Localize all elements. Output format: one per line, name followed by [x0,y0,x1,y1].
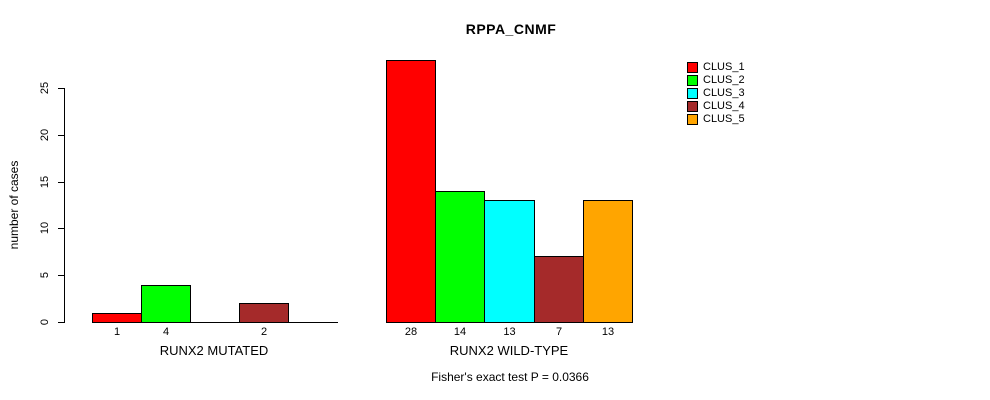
legend-item-label: CLUS_1 [703,61,745,73]
bar-value-label-runx2-mutated-clus-1: 1 [113,326,121,338]
y-axis-tick-label: 0 [39,318,51,326]
y-axis-tick-label: 10 [39,221,51,235]
y-axis-tick [58,322,64,323]
y-axis-tick [58,88,64,89]
bar-runx2-wild-type-clus-4 [534,256,584,323]
x-axis-baseline-runx2-mutated [92,322,338,323]
bar-value-label-runx2-wild-type-clus-1: 28 [404,326,418,338]
legend-item-clus-3: CLUS_3 [687,87,745,100]
bar-runx2-mutated-clus-4 [239,303,289,323]
y-axis-tick [58,135,64,136]
x-axis-group-label-mutated: RUNX2 MUTATED [159,343,269,358]
fisher-test-annotation: Fisher's exact test P = 0.0366 [431,370,589,384]
legend-item-clus-2: CLUS_2 [687,74,745,87]
bar-value-label-runx2-mutated-clus-2: 4 [162,326,170,338]
legend-swatch-clus-2 [687,75,698,86]
bar-value-label-runx2-mutated-clus-4: 2 [260,326,268,338]
legend-item-label: CLUS_2 [703,74,745,86]
legend-item-clus-4: CLUS_4 [687,100,745,113]
bar-value-label-runx2-wild-type-clus-3: 13 [503,326,516,338]
legend-item-label: CLUS_4 [703,100,745,112]
y-axis-tick-label: 20 [39,128,51,142]
y-axis-tick-label: 5 [39,271,51,279]
legend-swatch-clus-1 [687,62,698,73]
y-axis-title: number of cases [7,160,21,250]
legend-item-label: CLUS_5 [703,113,745,125]
bar-value-label-runx2-wild-type-clus-5: 13 [601,326,615,338]
bar-runx2-wild-type-clus-1 [386,60,436,323]
legend-swatch-clus-3 [687,88,698,99]
y-axis-tick-label: 25 [39,81,51,95]
y-axis-tick [58,228,64,229]
chart-title: RPPA_CNMF [465,21,557,37]
legend-swatch-clus-4 [687,101,698,112]
legend-item-clus-5: CLUS_5 [687,113,745,126]
y-axis-tick [58,275,64,276]
y-axis-tick [58,182,64,183]
legend-item-label: CLUS_3 [703,87,745,99]
legend-item-clus-1: CLUS_1 [687,61,745,74]
y-axis-line [64,88,65,323]
legend: CLUS_1 CLUS_2 CLUS_3 CLUS_4 CLUS_5 [687,61,745,126]
bar-runx2-mutated-clus-2 [141,285,191,323]
bar-runx2-mutated-clus-1 [92,313,142,323]
bar-value-label-runx2-wild-type-clus-2: 14 [453,326,467,338]
legend-swatch-clus-5 [687,114,698,125]
bar-runx2-wild-type-clus-2 [435,191,485,323]
bar-runx2-wild-type-clus-5 [583,200,633,323]
bar-value-label-runx2-wild-type-clus-4: 7 [555,326,563,338]
y-axis-tick-label: 15 [39,175,51,189]
bar-runx2-wild-type-clus-3 [484,200,535,323]
x-axis-group-label-wild-type: RUNX2 WILD-TYPE [449,343,569,358]
